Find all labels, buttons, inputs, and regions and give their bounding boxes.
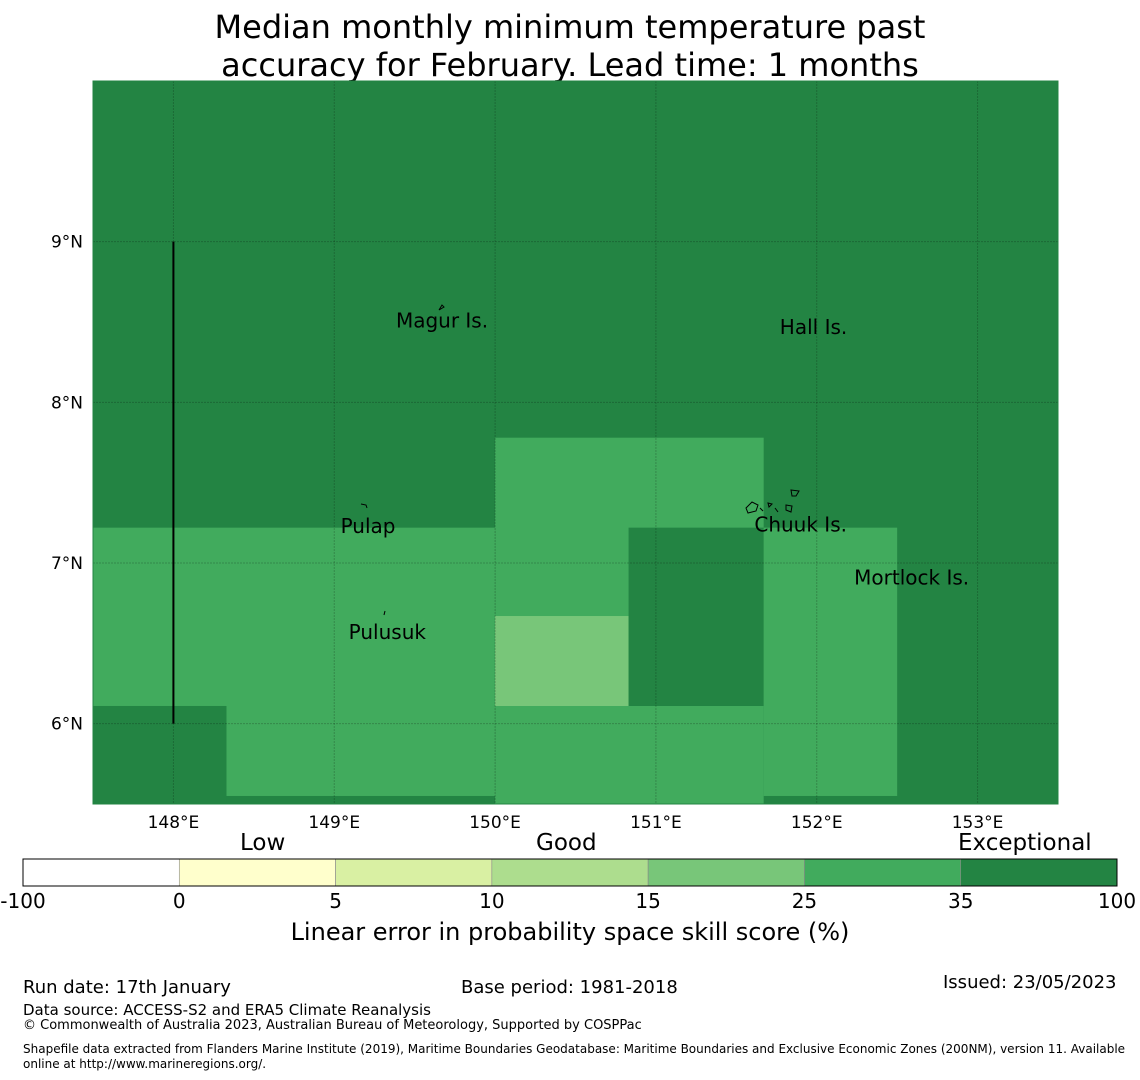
colorbar-tick-label: -100: [0, 889, 46, 913]
skill-region-dark-green-southwest: [93, 705, 227, 804]
issued-date: Issued: 23/05/2023: [943, 972, 1117, 993]
longitude-tick-label: 148°E: [148, 813, 200, 833]
magur-island-outline: [438, 304, 445, 311]
colorbar-tick-label: 0: [172, 889, 186, 913]
place-label: Chuuk Is.: [754, 513, 847, 537]
data-source: Data source: ACCESS-S2 and ERA5 Climate …: [23, 1001, 431, 1019]
skill-region-dark-green-center: [628, 527, 764, 706]
place-label: Pulusuk: [349, 620, 427, 644]
longitude-tick-label: 150°E: [469, 813, 521, 833]
colorbar-segment: [960, 858, 1118, 887]
colorbar-tick-label: 5: [329, 889, 342, 913]
place-label: Magur Is.: [396, 309, 488, 333]
colorbar-tick-label: 10: [479, 889, 505, 913]
longitude-tick-label: 152°E: [791, 813, 843, 833]
place-label: Pulap: [341, 514, 396, 538]
colorbar-segment: [647, 858, 805, 887]
skill-region-light-green-center: [495, 616, 629, 706]
colorbar-tick-label: 15: [635, 889, 661, 913]
map-frame: [92, 80, 1059, 805]
colorbar-segment: [804, 858, 962, 887]
shapefile-credit-line-2: online at http://www.marineregions.org/.: [23, 1057, 267, 1071]
latitude-tick-label: 6°N: [51, 715, 83, 735]
colorbar-heading-low: Low: [240, 830, 286, 856]
base-period: Base period: 1981-2018: [461, 977, 678, 998]
latitude-tick-label: 7°N: [51, 554, 83, 574]
colorbar-tick-label: 25: [791, 889, 818, 913]
copyright: © Commonwealth of Australia 2023, Austra…: [23, 1018, 642, 1033]
colorbar-label: Linear error in probability space skill …: [290, 918, 850, 946]
longitude-tick-label: 149°E: [308, 813, 360, 833]
skill-score-map: Magur Is. Hall Is. Pulap Chuuk Is. Mortlock …: [51, 80, 1059, 833]
colorbar: [22, 858, 1118, 887]
colorbar-segment: [22, 858, 180, 887]
colorbar-segment: [491, 858, 649, 887]
place-label: Mortlock Is.: [854, 566, 969, 590]
place-label: Hall Is.: [780, 315, 847, 339]
longitude-tick-label: 151°E: [630, 813, 682, 833]
chart-title-line-1: Median monthly minimum temperature past: [214, 8, 926, 46]
skill-region-mid-green-east: [763, 527, 898, 796]
colorbar-tick-label: 35: [947, 889, 974, 913]
latitude-tick-label: 8°N: [51, 393, 83, 413]
shapefile-credit-line-1: Shapefile data extracted from Flanders M…: [23, 1042, 1126, 1056]
pulap-island-outline: [360, 503, 368, 509]
island-outlines: [360, 304, 800, 616]
longitude-tick-label: 153°E: [952, 813, 1004, 833]
pulusuk-island-outline: [383, 610, 386, 616]
chuuk-island-outline: [745, 489, 800, 514]
colorbar-heading-good: Good: [536, 830, 597, 856]
chart-title-line-2: accuracy for February. Lead time: 1 mont…: [221, 46, 919, 84]
latitude-tick-label: 9°N: [51, 233, 83, 253]
colorbar-segment: [335, 858, 493, 887]
colorbar-heading-exceptional: Exceptional: [958, 830, 1092, 856]
colorbar-tick-label: 100: [1097, 889, 1137, 913]
run-date: Run date: 17th January: [23, 977, 231, 998]
colorbar-border: [22, 858, 1118, 887]
colorbar-segment: [178, 858, 336, 887]
